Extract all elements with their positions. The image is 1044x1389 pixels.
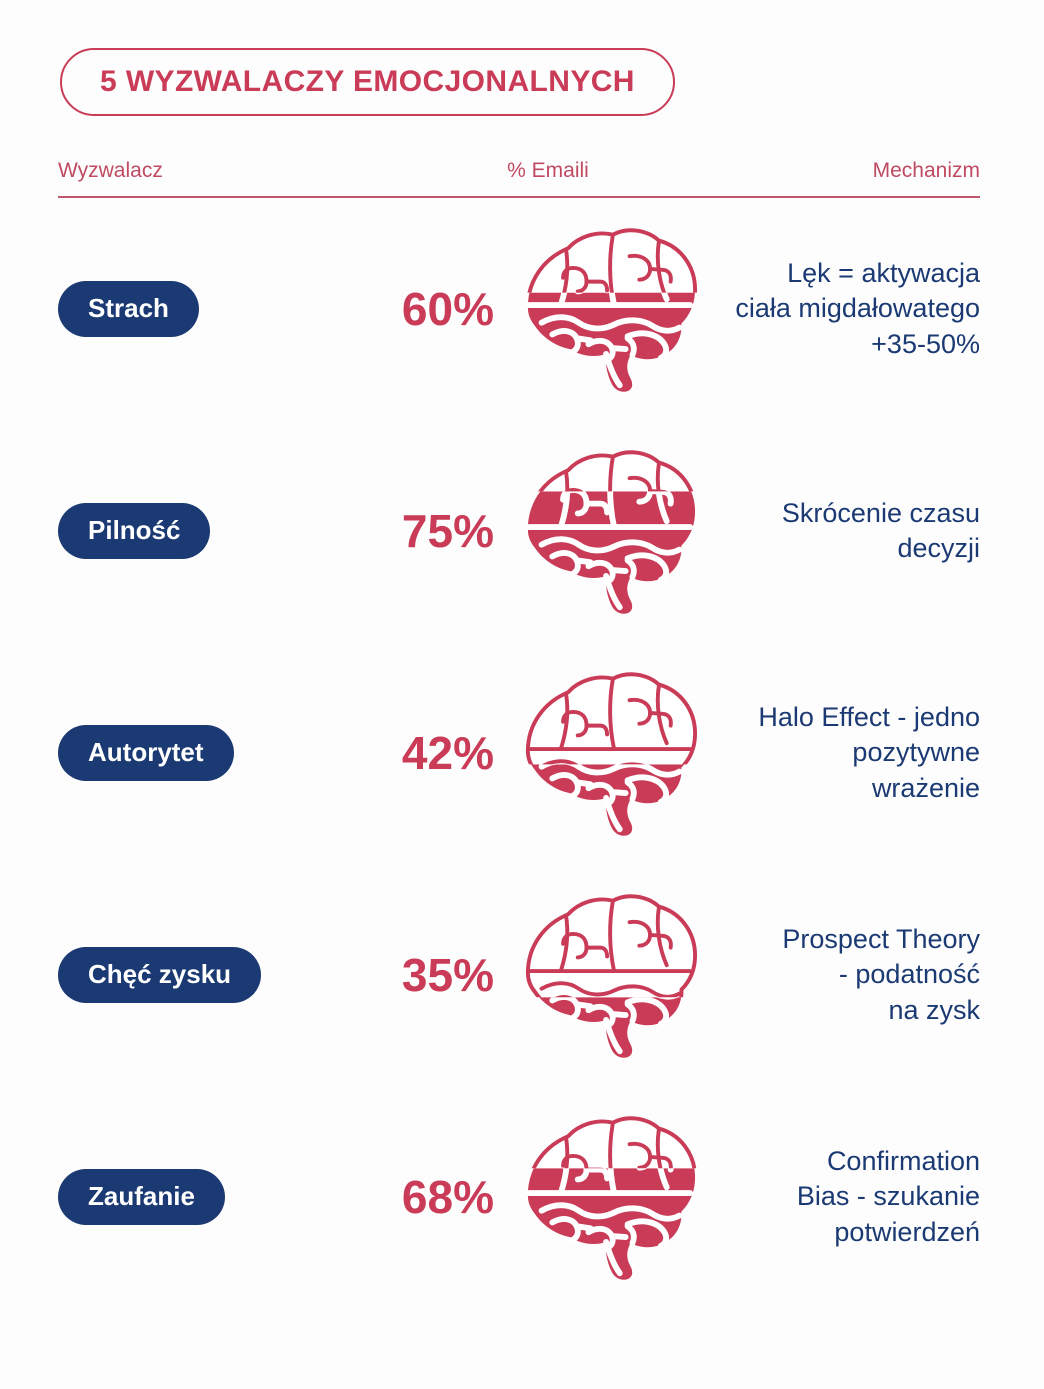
percent-value: 75% <box>401 505 494 557</box>
table-row: Zaufanie 68% Confirmation Bias - szukani… <box>58 1086 980 1308</box>
table-row: Autorytet 42% Halo Effect - jedno pozyty… <box>58 642 980 864</box>
percent-cell: 60% <box>388 221 708 397</box>
percent-cell: 75% <box>388 443 708 619</box>
mechanism-text: Halo Effect - jedno pozytywne wrażenie <box>758 702 980 803</box>
table-body: Strach 60% Lęk = aktywacja ciała migdało… <box>48 198 982 1308</box>
trigger-badge: Pilność <box>58 503 211 559</box>
column-header-mechanism: Mechanizm <box>708 160 980 182</box>
brain-icon <box>525 672 698 836</box>
trigger-badge: Chęć zysku <box>58 947 262 1003</box>
brain-icon <box>525 228 698 392</box>
table-header: Wyzwalacz % Emaili Mechanizm <box>58 160 980 198</box>
mechanism-text: Prospect Theory - podatność na zysk <box>782 924 980 1025</box>
brain-icon <box>525 450 696 614</box>
percent-cell: 68% <box>388 1109 708 1285</box>
table-row: Chęć zysku 35% Prospect Theory - podatno… <box>58 864 980 1086</box>
mechanism-text: Lęk = aktywacja ciała migdałowatego +35-… <box>735 258 980 359</box>
column-header-percent-label: % Emaili <box>507 159 589 182</box>
column-header-percent: % Emaili <box>388 160 708 182</box>
trigger-badge: Strach <box>58 281 199 337</box>
percent-cell: 42% <box>388 665 708 841</box>
trigger-cell: Chęć zysku <box>58 947 388 1003</box>
page-title: 5 WYZWALACZY EMOCJONALNYCH <box>60 48 675 116</box>
brain-icon <box>525 1116 697 1280</box>
column-header-trigger-label: Wyzwalacz <box>58 159 163 182</box>
column-header-mechanism-label: Mechanizm <box>872 159 980 182</box>
mechanism-text: Confirmation Bias - szukanie potwierdzeń <box>796 1146 980 1247</box>
trigger-cell: Strach <box>58 281 388 337</box>
percent-value: 68% <box>401 1171 494 1223</box>
trigger-badge: Autorytet <box>58 725 234 781</box>
percent-value: 60% <box>401 283 494 335</box>
brain-icon <box>525 894 698 1058</box>
title-container: 5 WYZWALACZY EMOCJONALNYCH <box>60 48 982 116</box>
mechanism-text: Skrócenie czasu decyzji <box>781 497 980 563</box>
percent-value: 42% <box>401 727 494 779</box>
trigger-badge: Zaufanie <box>58 1169 225 1225</box>
table-row: Strach 60% Lęk = aktywacja ciała migdało… <box>58 198 980 420</box>
trigger-cell: Zaufanie <box>58 1169 388 1225</box>
trigger-cell: Pilność <box>58 503 388 559</box>
percent-cell: 35% <box>388 887 708 1063</box>
table-row: Pilność 75% Skrócenie czasu decyzji <box>58 420 980 642</box>
percent-value: 35% <box>401 949 494 1001</box>
column-header-trigger: Wyzwalacz <box>58 160 388 182</box>
trigger-cell: Autorytet <box>58 725 388 781</box>
